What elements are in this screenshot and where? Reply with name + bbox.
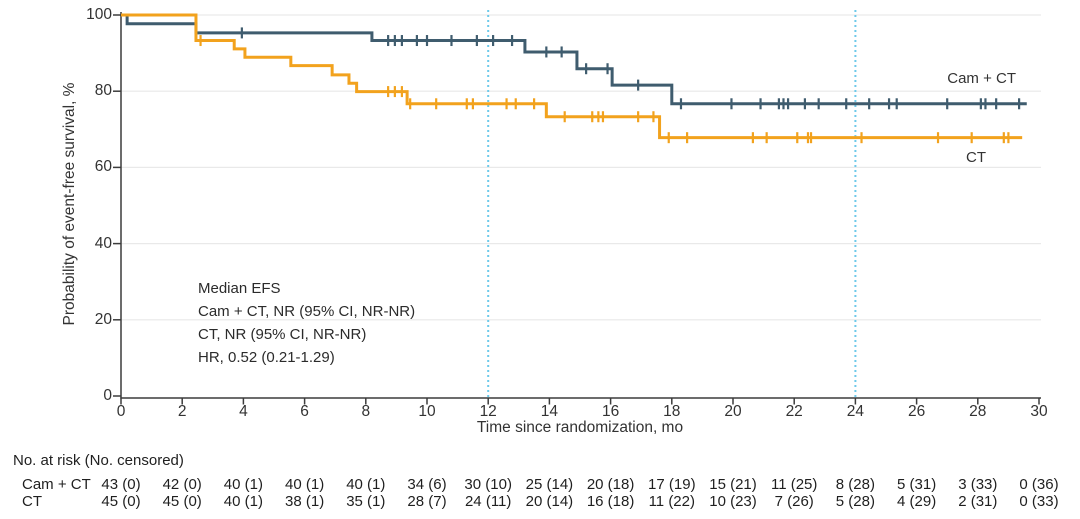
risk-table-title: No. at risk (No. censored)	[13, 452, 184, 469]
risk-cell: 35 (1)	[346, 493, 386, 510]
risk-cell: 45 (0)	[162, 493, 202, 510]
risk-cell: 28 (7)	[407, 493, 447, 510]
x-tick-label: 8	[361, 403, 371, 420]
x-tick-label: 24	[846, 403, 865, 420]
x-tick-label: 28	[969, 403, 987, 420]
x-tick-label: 4	[239, 403, 248, 420]
x-tick-label: 30	[1030, 403, 1048, 420]
risk-cell: 38 (1)	[285, 493, 325, 510]
risk-cell: 4 (29)	[897, 493, 937, 510]
risk-cell: 0 (36)	[1019, 476, 1059, 493]
x-tick-label: 26	[907, 403, 926, 420]
risk-cell: 16 (18)	[586, 493, 635, 510]
risk-cell: 11 (22)	[648, 493, 695, 510]
risk-cell: 42 (0)	[162, 476, 202, 493]
x-tick-label: 20	[724, 403, 742, 420]
risk-cell: 40 (1)	[346, 476, 386, 493]
risk-cell: 7 (26)	[774, 493, 814, 510]
annotation-line-cam-ct: Cam + CT, NR (95% CI, NR-NR)	[198, 303, 416, 320]
risk-cell: 11 (25)	[770, 476, 818, 493]
risk-cell: 40 (1)	[285, 476, 325, 493]
risk-row-label-cam-ct: Cam + CT	[22, 476, 91, 493]
annotation-line-ct: CT, NR (95% CI, NR-NR)	[198, 326, 367, 343]
x-tick-label: 18	[663, 403, 681, 420]
y-tick-label: 60	[94, 158, 112, 176]
y-tick-label: 100	[86, 6, 112, 23]
km-curve-cam-ct	[121, 13, 1027, 106]
x-tick-label: 6	[300, 403, 309, 420]
risk-cell: 24 (11)	[464, 493, 512, 510]
x-tick-label: 22	[785, 403, 803, 420]
km-curve-ct	[121, 13, 1023, 140]
risk-cell: 0 (33)	[1019, 493, 1059, 510]
risk-cell: 17 (19)	[648, 476, 696, 493]
risk-cell: 8 (28)	[835, 476, 875, 493]
annotation-line-median: Median EFS	[198, 280, 281, 297]
x-tick-label: 14	[540, 403, 559, 420]
y-tick-label: 40	[94, 234, 112, 252]
risk-cell: 10 (23)	[709, 493, 757, 510]
x-tick-label: 0	[116, 403, 126, 420]
risk-cell: 15 (21)	[709, 476, 757, 493]
risk-row-label-ct: CT	[22, 493, 42, 510]
curve-label-ct: CT	[966, 149, 986, 166]
risk-cell: 5 (28)	[835, 493, 875, 510]
risk-cell: 30 (10)	[464, 476, 512, 493]
risk-cell: 3 (33)	[958, 476, 998, 493]
risk-cell: 20 (18)	[586, 476, 635, 493]
risk-cell: 40 (1)	[223, 493, 263, 510]
risk-cell: 43 (0)	[101, 476, 141, 493]
x-tick-label: 10	[418, 403, 436, 420]
y-tick-label: 20	[94, 310, 112, 328]
risk-cell: 25 (14)	[525, 476, 574, 493]
x-tick-label: 12	[479, 403, 497, 420]
risk-cell: 34 (6)	[407, 476, 447, 493]
risk-cell: 40 (1)	[223, 476, 263, 493]
median-efs-annotation: Median EFS Cam + CT, NR (95% CI, NR-NR) …	[198, 277, 415, 369]
x-tick-label: 2	[177, 403, 187, 420]
y-axis-label: Probability of event-free survival, %	[61, 82, 78, 326]
annotation-line-hr: HR, 0.52 (0.21-1.29)	[198, 349, 335, 366]
risk-cell: 2 (31)	[958, 493, 998, 510]
risk-cell: 20 (14)	[525, 493, 574, 510]
x-tick-label: 16	[601, 403, 620, 420]
risk-cell: 5 (31)	[897, 476, 937, 493]
y-tick-label: 0	[103, 387, 112, 404]
risk-cell: 45 (0)	[101, 493, 141, 510]
x-axis-label: Time since randomization, mo	[476, 419, 684, 436]
curve-label-cam-ct: Cam + CT	[947, 70, 1016, 87]
y-tick-label: 80	[94, 82, 112, 100]
